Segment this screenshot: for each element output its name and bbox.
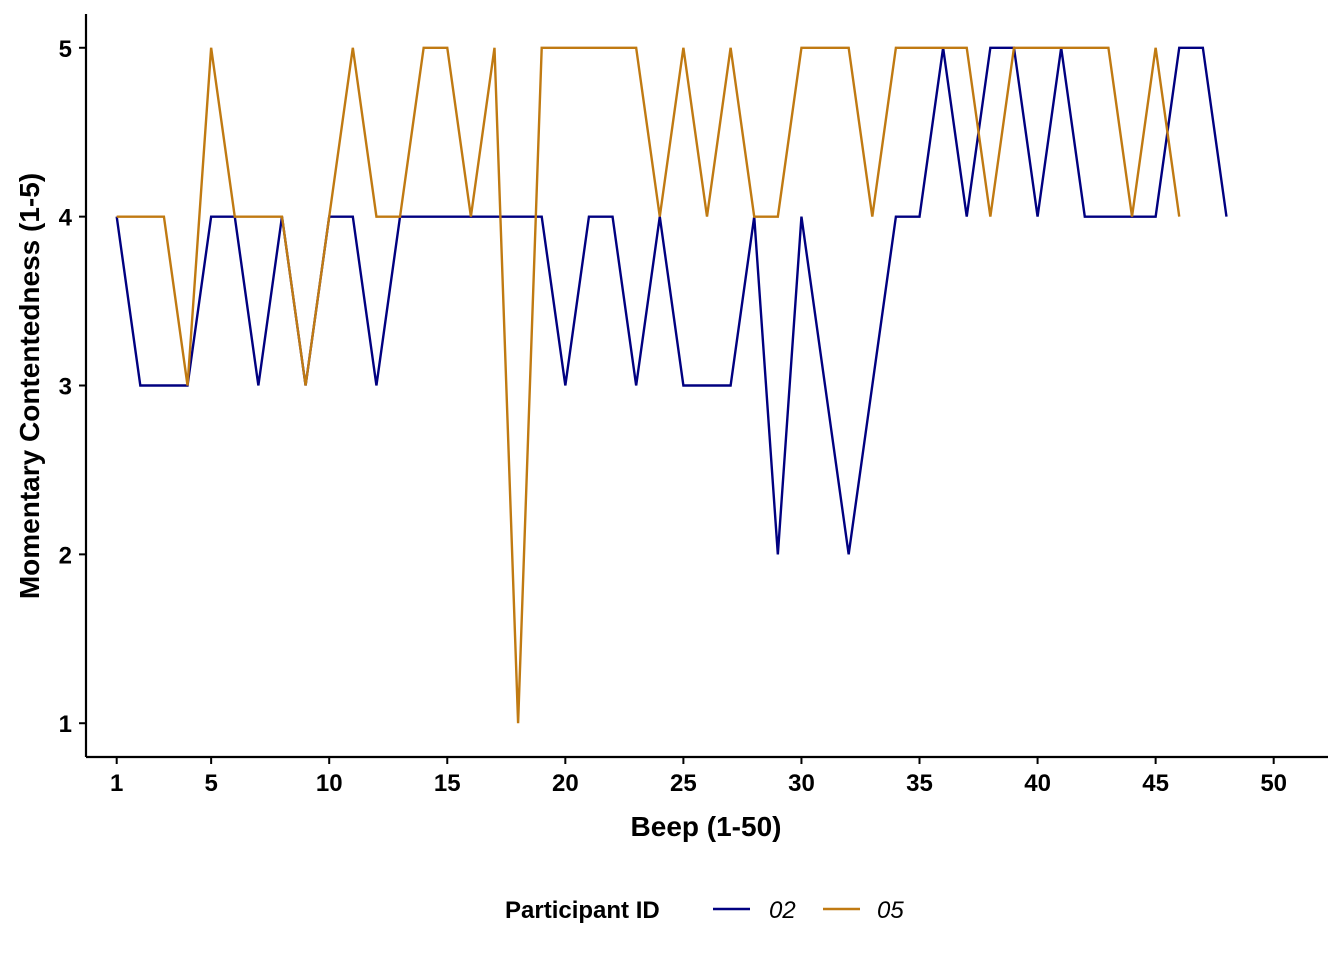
x-tick-label: 50 — [1260, 770, 1287, 797]
legend-label-05: 05 — [877, 897, 904, 924]
series-line-05 — [116, 46, 1181, 724]
x-tick-label: 40 — [1024, 770, 1051, 797]
x-tick-label: 15 — [434, 770, 461, 797]
x-tick-label: 25 — [670, 770, 697, 797]
y-tick-label: 5 — [59, 36, 72, 63]
legend-entries: 02 05 — [713, 897, 904, 924]
x-axis-title: Beep (1-50) — [631, 811, 782, 842]
x-tick-label: 45 — [1142, 770, 1169, 797]
y-tick-label: 2 — [59, 542, 72, 569]
legend: Participant ID 02 05 — [505, 897, 904, 924]
x-tick-label: 30 — [788, 770, 815, 797]
x-tick-label: 10 — [316, 770, 343, 797]
series-layer — [115, 46, 1228, 724]
x-tick-label: 20 — [552, 770, 579, 797]
y-tick-label: 4 — [59, 205, 73, 232]
x-tick-label: 1 — [110, 770, 123, 797]
legend-title: Participant ID — [505, 897, 660, 924]
x-tick-label: 5 — [204, 770, 217, 797]
x-tick-label: 35 — [906, 770, 933, 797]
legend-label-02: 02 — [769, 897, 796, 924]
y-tick-label: 1 — [59, 711, 72, 738]
y-axis-title: Momentary Contentedness (1-5) — [14, 173, 45, 599]
y-tick-label: 3 — [59, 374, 72, 401]
